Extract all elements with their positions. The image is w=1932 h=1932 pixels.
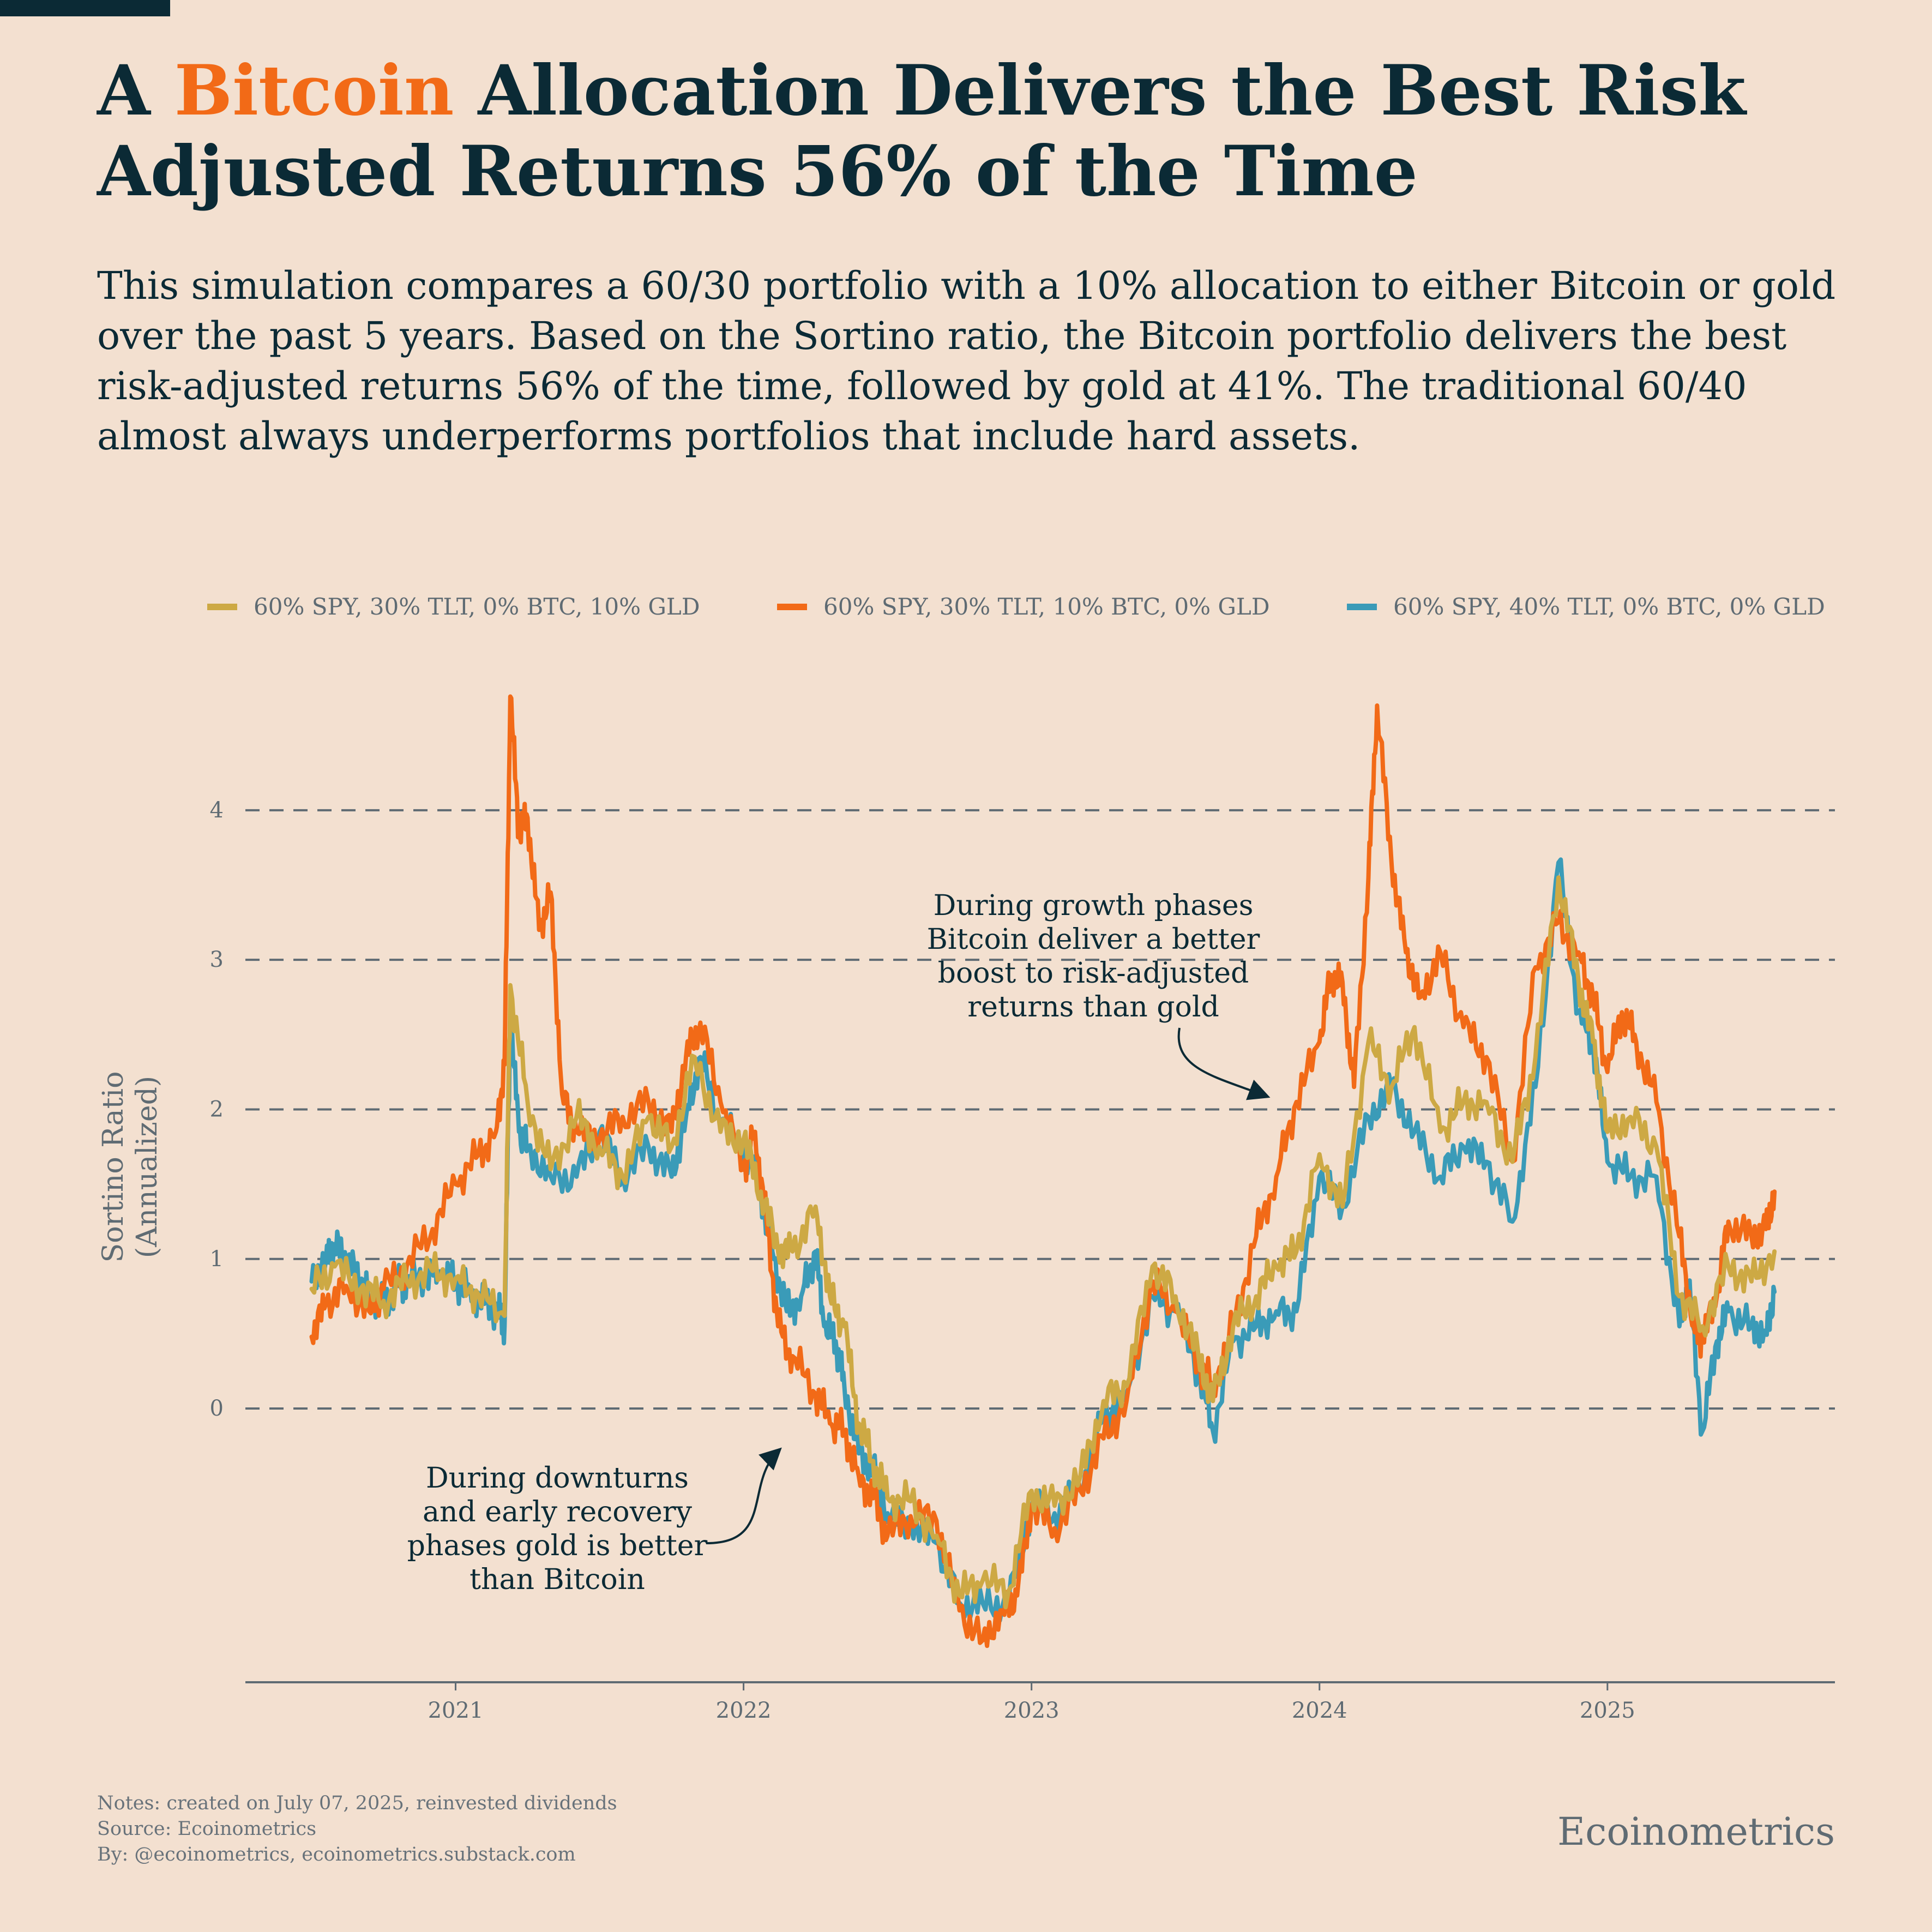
chart-axes: 2021 2022 2023 2024 2025 Sortino Ratio(Annual…: [97, 1072, 1835, 1723]
chart-series: [309, 694, 1777, 1648]
source-line: Source: Ecoinometrics: [97, 1818, 317, 1840]
annotation-downturn-arrow: [706, 1447, 782, 1544]
annotation-downturn-line-4: than Bitcoin: [470, 1563, 645, 1596]
title-highlight: Bitcoin: [174, 50, 454, 131]
annotation-growth-line-1: During growth phases: [934, 889, 1254, 922]
legend-label-btc: 60% SPY, 30% TLT, 10% BTC, 0% GLD: [823, 593, 1270, 620]
title-prefix: A: [97, 50, 174, 131]
annotation-downturn-line-3: phases gold is better: [407, 1530, 708, 1562]
annotation-downturn-line-1: During downturns: [426, 1462, 689, 1495]
page-subtitle: This simulation compares a 60/30 portfol…: [97, 263, 1836, 459]
annotation-growth-line-2: Bitcoin deliver a better: [927, 923, 1260, 956]
y-tick-label-2: 2: [210, 1097, 224, 1122]
legend-label-base: 60% SPY, 40% TLT, 0% BTC, 0% GLD: [1393, 593, 1825, 620]
byline: By: @ecoinometrics, ecoinometrics.substa…: [97, 1844, 576, 1865]
y-tick-label-0: 0: [210, 1396, 224, 1421]
footer-notes: Notes: created on July 07, 2025, reinves…: [97, 1791, 617, 1868]
y-tick-label-3: 3: [210, 947, 224, 972]
legend-label-gold: 60% SPY, 30% TLT, 0% BTC, 10% GLD: [254, 593, 700, 620]
x-tick-label-2021: 2021: [428, 1698, 484, 1723]
notes-line: Notes: created on July 07, 2025, reinves…: [97, 1792, 617, 1814]
x-tick-label-2023: 2023: [1004, 1698, 1060, 1723]
annotation-growth-text: During growth phases Bitcoin deliver a be…: [927, 889, 1260, 1024]
annotation-growth-line-4: returns than gold: [967, 991, 1219, 1024]
y-axis-label-line-2: (Annualized): [131, 1076, 164, 1258]
annotation-growth-line-3: boost to risk-adjusted: [938, 957, 1249, 990]
title-rest: Allocation Delivers the Best Risk Adjust…: [97, 50, 1746, 212]
y-axis-label-line-1: Sortino Ratio: [97, 1072, 130, 1263]
x-tick-label-2022: 2022: [716, 1698, 772, 1723]
series-line-gold: [309, 875, 1777, 1610]
annotation-growth-arrow: [1177, 1027, 1271, 1100]
annotation-downturn-line-2: and early recovery: [423, 1496, 693, 1528]
y-tick-label-1: 1: [210, 1247, 224, 1272]
x-tick-label-2024: 2024: [1292, 1698, 1347, 1723]
corner-accent-bar: [0, 0, 170, 16]
y-axis-label: Sortino Ratio(Annualized): [97, 1072, 164, 1263]
x-tick-label-2025: 2025: [1580, 1698, 1635, 1723]
annotation-downturn-text: During downturns and early recovery phases…: [407, 1462, 708, 1596]
series-line-btc: [309, 694, 1777, 1648]
chart-annotations: During growth phases Bitcoin deliver a be…: [407, 889, 1271, 1596]
y-tick-label-4: 4: [210, 798, 224, 823]
brand-logo-text: Ecoinometrics: [1557, 1809, 1835, 1854]
chart-legend: 60% SPY, 30% TLT, 0% BTC, 10% GLD 60% SPY…: [207, 593, 1825, 620]
page-title: A Bitcoin Allocation Delivers the Best R…: [97, 50, 1869, 212]
